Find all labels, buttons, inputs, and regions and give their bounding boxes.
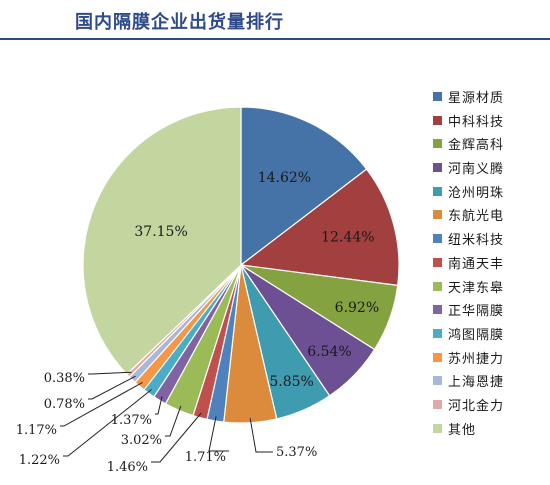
legend-label: 上海恩捷 xyxy=(448,375,505,391)
slice-label: 1.17% xyxy=(16,423,57,438)
slice-label: 0.38% xyxy=(44,371,85,386)
slice-label: 6.92% xyxy=(335,300,379,316)
legend-item: 东航光电 xyxy=(425,204,545,228)
legend-label: 星源材质 xyxy=(448,91,505,106)
leader-line xyxy=(63,389,152,457)
chart-title: 国内隔膜企业出货量排行 xyxy=(75,12,284,33)
pie-slice xyxy=(82,106,242,376)
legend-swatch xyxy=(433,376,442,386)
legend-swatch xyxy=(433,186,442,196)
leader-line xyxy=(249,417,273,453)
legend-item: 河北金力 xyxy=(425,394,545,418)
legend-label: 纽米科技 xyxy=(448,233,505,249)
legend-label: 东航光电 xyxy=(448,209,505,225)
title-bar: 国内隔膜企业出货量排行 xyxy=(0,0,550,40)
legend-swatch xyxy=(433,92,442,101)
legend-swatch xyxy=(433,305,442,315)
legend-swatch xyxy=(433,163,442,173)
pie-slice xyxy=(239,168,400,287)
pie-slice xyxy=(240,106,368,267)
leader-line xyxy=(165,405,182,437)
legend-item: 鸿图隔膜 xyxy=(425,323,545,347)
legend-label: 苏州捷力 xyxy=(448,351,505,367)
leader-line xyxy=(155,396,163,415)
legend-swatch xyxy=(433,234,442,244)
legend-swatch xyxy=(433,399,442,409)
legend-swatch xyxy=(433,328,442,338)
slice-label: 5.37% xyxy=(276,445,317,460)
slice-label: 14.62% xyxy=(258,170,311,186)
slice-label: 12.44% xyxy=(321,229,374,245)
legend-item: 南通天丰 xyxy=(425,252,545,276)
legend-label: 天津东皋 xyxy=(448,280,505,296)
legend-swatch xyxy=(433,210,442,220)
slice-label: 0.78% xyxy=(44,397,85,412)
legend: 星源材质中科科技金辉高科河南义腾沧州明珠东航光电纽米科技南通天丰天津东皋正华隔膜… xyxy=(425,86,545,441)
legend-label: 中科科技 xyxy=(448,114,505,130)
legend-item: 金辉高科 xyxy=(425,133,545,157)
legend-label: 沧州明珠 xyxy=(448,185,505,201)
legend-item: 河南义腾 xyxy=(425,157,545,181)
leader-line xyxy=(208,416,229,452)
leader-line xyxy=(60,382,143,427)
leader-line xyxy=(88,371,132,375)
slice-label: 1.71% xyxy=(185,450,226,465)
legend-item: 天津东皋 xyxy=(425,276,545,300)
legend-label: 金辉高科 xyxy=(448,138,505,154)
legend-item: 其他 xyxy=(425,418,545,442)
legend-item: 星源材质 xyxy=(425,86,545,110)
slice-label: 1.37% xyxy=(111,413,152,428)
slice-label: 3.02% xyxy=(121,433,162,448)
legend-label: 河南义腾 xyxy=(448,162,505,178)
legend-item: 中科科技 xyxy=(425,110,545,134)
slice-label: 6.54% xyxy=(307,344,351,360)
legend-label: 其他 xyxy=(448,422,477,438)
legend-label: 正华隔膜 xyxy=(448,304,505,320)
slice-label: 1.22% xyxy=(19,453,60,468)
legend-swatch xyxy=(433,352,442,362)
legend-swatch xyxy=(433,115,442,125)
legend-swatch xyxy=(433,281,442,291)
leader-line xyxy=(88,375,136,400)
legend-label: 南通天丰 xyxy=(448,256,505,272)
slice-label: 5.85% xyxy=(269,374,313,390)
legend-item: 上海恩捷 xyxy=(425,370,545,394)
legend-item: 沧州明珠 xyxy=(425,181,545,205)
legend-swatch xyxy=(433,257,442,267)
legend-label: 河北金力 xyxy=(448,398,505,414)
slice-label: 37.15% xyxy=(134,224,187,240)
legend-swatch xyxy=(433,423,442,433)
legend-item: 苏州捷力 xyxy=(425,347,545,371)
legend-item: 正华隔膜 xyxy=(425,299,545,323)
legend-swatch xyxy=(433,139,442,149)
leader-line xyxy=(151,412,202,463)
title-underline xyxy=(0,38,550,40)
legend-label: 鸿图隔膜 xyxy=(448,327,505,343)
slice-label: 1.46% xyxy=(107,460,148,475)
legend-item: 纽米科技 xyxy=(425,228,545,252)
